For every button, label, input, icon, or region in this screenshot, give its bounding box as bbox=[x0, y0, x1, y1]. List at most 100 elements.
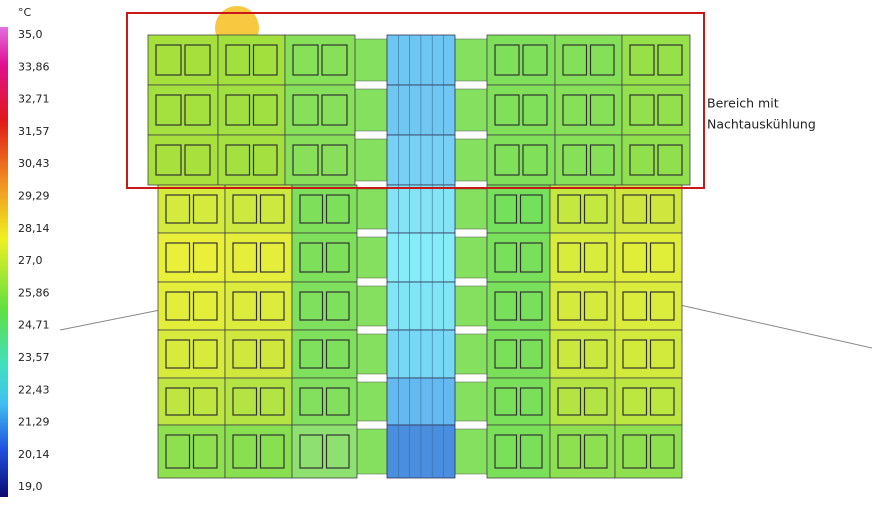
window bbox=[583, 387, 608, 416]
legend-label: 33,86 bbox=[18, 60, 50, 73]
facade-panel bbox=[614, 377, 683, 426]
facade-panel bbox=[291, 281, 358, 331]
horizon-line bbox=[679, 304, 872, 349]
legend-label: 19,0 bbox=[18, 480, 43, 493]
legend-unit: °C bbox=[18, 6, 32, 19]
window bbox=[649, 434, 675, 469]
facade-panel bbox=[291, 329, 358, 379]
window bbox=[562, 144, 588, 176]
window bbox=[165, 387, 191, 416]
facade-panel bbox=[291, 232, 358, 283]
legend-label: 20,14 bbox=[18, 448, 50, 461]
window bbox=[622, 194, 648, 224]
window bbox=[583, 434, 608, 469]
window bbox=[321, 44, 348, 76]
window bbox=[657, 44, 683, 76]
facade-panel bbox=[486, 424, 551, 479]
window bbox=[657, 144, 683, 176]
highlight-box bbox=[126, 12, 705, 189]
facade-panel bbox=[291, 424, 358, 479]
facade-panel bbox=[614, 424, 683, 479]
window bbox=[299, 339, 324, 369]
annotation-line: Bereich mit bbox=[707, 96, 779, 111]
building bbox=[147, 34, 691, 479]
facade-panel bbox=[549, 232, 616, 283]
window bbox=[292, 144, 319, 176]
window bbox=[649, 387, 675, 416]
window bbox=[155, 94, 182, 126]
window bbox=[225, 144, 251, 176]
window bbox=[165, 291, 191, 321]
facade-panel bbox=[486, 34, 556, 86]
legend-label: 25,86 bbox=[18, 286, 50, 299]
window bbox=[589, 44, 615, 76]
window bbox=[325, 434, 350, 469]
facade-panel bbox=[217, 84, 286, 136]
facade-panel bbox=[614, 184, 683, 234]
facade-panel bbox=[157, 424, 226, 479]
window bbox=[321, 94, 348, 126]
window bbox=[494, 434, 518, 469]
connector bbox=[454, 236, 488, 279]
window bbox=[557, 387, 582, 416]
annotation-line: Nachtauskühlung bbox=[707, 117, 816, 132]
window bbox=[494, 339, 518, 369]
window bbox=[557, 339, 582, 369]
window bbox=[494, 387, 518, 416]
window bbox=[494, 44, 520, 76]
window bbox=[259, 387, 285, 416]
connector bbox=[454, 428, 488, 475]
window bbox=[557, 194, 582, 224]
window bbox=[649, 194, 675, 224]
facade-panel bbox=[224, 329, 293, 379]
facade-panel bbox=[217, 134, 286, 186]
window bbox=[519, 339, 543, 369]
window bbox=[325, 291, 350, 321]
facade-panel bbox=[621, 84, 691, 136]
window bbox=[155, 144, 182, 176]
facade-panel bbox=[549, 424, 616, 479]
window bbox=[522, 44, 548, 76]
connector bbox=[356, 285, 388, 327]
window bbox=[252, 144, 278, 176]
window bbox=[165, 242, 191, 273]
legend-label: 28,14 bbox=[18, 222, 50, 235]
legend-label: 32,71 bbox=[18, 93, 50, 106]
window bbox=[649, 339, 675, 369]
window bbox=[292, 94, 319, 126]
facade-panel bbox=[224, 424, 293, 479]
window bbox=[589, 144, 615, 176]
facade-panel bbox=[549, 184, 616, 234]
facade-panel bbox=[486, 377, 551, 426]
window bbox=[519, 434, 543, 469]
window bbox=[583, 339, 608, 369]
facade-panel bbox=[486, 184, 551, 234]
legend-label: 21,29 bbox=[18, 416, 50, 429]
facade-panel bbox=[486, 281, 551, 331]
facade-panel bbox=[224, 281, 293, 331]
window bbox=[165, 194, 191, 224]
window bbox=[155, 44, 182, 76]
window bbox=[232, 291, 258, 321]
facade-panel bbox=[554, 84, 623, 136]
legend-label: 35,0 bbox=[18, 28, 43, 41]
window bbox=[583, 242, 608, 273]
window bbox=[299, 434, 324, 469]
window bbox=[299, 194, 324, 224]
connector bbox=[454, 138, 488, 182]
legend-label: 24,71 bbox=[18, 319, 50, 332]
window bbox=[522, 144, 548, 176]
window bbox=[184, 44, 211, 76]
facade-panel bbox=[486, 134, 556, 186]
window bbox=[629, 44, 655, 76]
facade-panel bbox=[157, 232, 226, 283]
legend-label: 22,43 bbox=[18, 383, 50, 396]
facade-panel bbox=[549, 377, 616, 426]
window bbox=[259, 339, 285, 369]
connector bbox=[356, 333, 388, 375]
window bbox=[519, 291, 543, 321]
window bbox=[259, 242, 285, 273]
window bbox=[192, 242, 218, 273]
facade-panel bbox=[614, 232, 683, 283]
horizon-line bbox=[59, 309, 161, 331]
